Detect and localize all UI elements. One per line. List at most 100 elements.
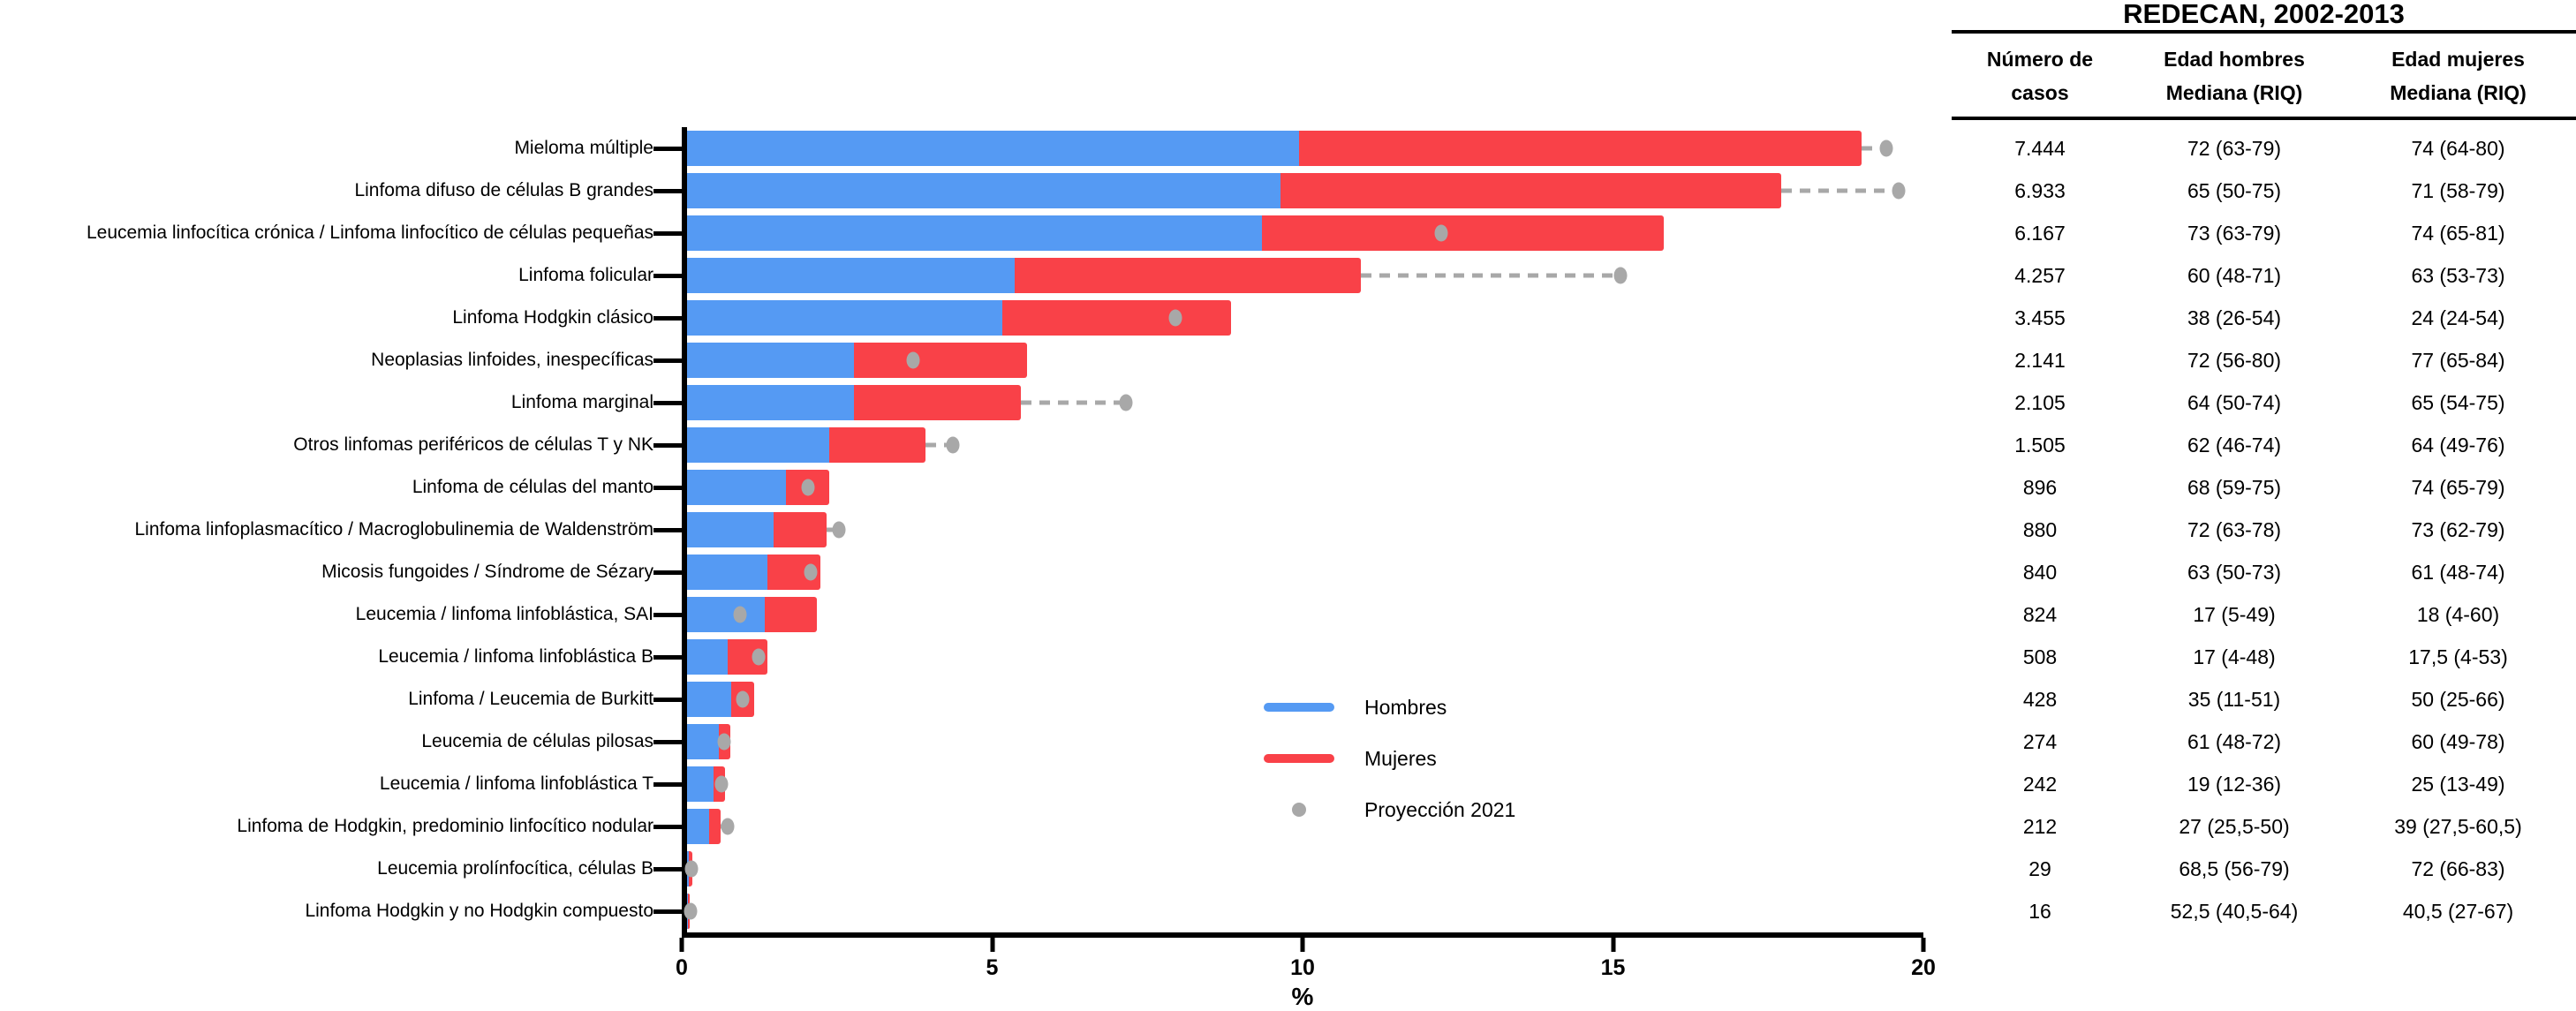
bar-hombres [687, 470, 786, 505]
bar-track [682, 593, 1923, 636]
cell-edad-hombres: 72 (56-80) [2187, 348, 2282, 372]
category-tick [653, 570, 682, 575]
category-tick [653, 527, 682, 532]
category-tick-wrap [653, 339, 682, 381]
bar-hombres [687, 131, 1299, 166]
cell-numero-casos: 508 [2022, 645, 2058, 668]
cell-edad-mujeres: 77 (65-84) [2411, 348, 2505, 372]
table-row: 428 35 (11-51) 50 (25-66) [1952, 678, 2576, 721]
cell-edad-mujeres: 60 (49-78) [2411, 729, 2505, 753]
bar-track [682, 678, 1923, 721]
bar-track [682, 424, 1923, 466]
cell-edad-mujeres: 73 (62-79) [2411, 517, 2505, 541]
x-axis-tick [1300, 938, 1305, 952]
category-tick [653, 230, 682, 236]
category-tick-wrap [653, 678, 682, 721]
projection-connector [1862, 146, 1886, 151]
column-header-line: casos [2011, 80, 2069, 104]
cell-edad-mujeres: 17,5 (4-53) [2408, 645, 2508, 668]
bar-track [682, 890, 1923, 932]
bar-mujeres [1015, 258, 1361, 293]
cell-edad-mujeres: 72 (66-83) [2411, 856, 2505, 880]
cell-edad-mujeres: 71 (58-79) [2411, 178, 2505, 202]
category-tick [653, 146, 682, 151]
category-label: Linfoma folicular [518, 265, 653, 285]
chart-row: Mieloma múltiple [0, 127, 1923, 170]
cell-edad-hombres: 68 (59-75) [2187, 475, 2282, 499]
category-tick [653, 358, 682, 363]
category-tick [653, 781, 682, 787]
category-tick-wrap [653, 551, 682, 593]
chart-rows: Mieloma múltiple Linfoma difuso de célula… [0, 127, 1923, 932]
column-header-line: Número de [1986, 47, 2094, 71]
cell-edad-hombres: 68,5 (56-79) [2179, 856, 2290, 880]
cell-edad-hombres: 52,5 (40,5-64) [2170, 899, 2299, 923]
cell-edad-hombres: 62 (46-74) [2187, 433, 2282, 456]
legend-dot-swatch [1292, 803, 1306, 817]
category-tick [653, 866, 682, 871]
x-axis: 0 5 10 15 20 % [676, 932, 1936, 1010]
bar-track [682, 509, 1923, 551]
cell-edad-mujeres: 74 (65-81) [2411, 221, 2505, 245]
bar-mujeres [1280, 173, 1781, 208]
bar-hombres [687, 173, 1280, 208]
category-tick [653, 315, 682, 321]
x-axis-tick-label: 10 [1290, 955, 1315, 980]
cell-edad-hombres: 72 (63-79) [2187, 136, 2282, 160]
cell-edad-mujeres: 40,5 (27-67) [2402, 899, 2514, 923]
cell-edad-hombres: 35 (11-51) [2187, 687, 2281, 711]
projection-dot [736, 690, 750, 708]
category-label: Leucemia / linfoma linfoblástica, SAI [355, 604, 653, 624]
category-tick [653, 739, 682, 744]
category-tick-wrap [653, 170, 682, 212]
category-label: Linfoma marginal [510, 392, 653, 412]
cell-numero-casos: 16 [2028, 899, 2051, 923]
cell-edad-hombres: 73 (63-79) [2187, 221, 2282, 245]
cell-edad-hombres: 27 (25,5-50) [2179, 814, 2290, 838]
column-header-edad-hombres: Edad hombres Mediana (RIQ) [2128, 34, 2340, 117]
category-tick-wrap [653, 212, 682, 254]
category-tick-wrap [653, 466, 682, 509]
bar-mujeres [774, 512, 827, 547]
table-row: 274 61 (48-72) 60 (49-78) [1952, 721, 2576, 763]
category-label: Linfoma Hodgkin clásico [452, 307, 653, 328]
category-tick-wrap [653, 381, 682, 424]
table-row: 2.141 72 (56-80) 77 (65-84) [1952, 339, 2576, 381]
table-row: 7.444 72 (63-79) 74 (64-80) [1952, 127, 2576, 170]
table-row: 2.105 64 (50-74) 65 (54-75) [1952, 381, 2576, 424]
category-tick [653, 824, 682, 829]
category-tick-wrap [653, 254, 682, 297]
bar-hombres [687, 215, 1262, 251]
x-axis-tick-label: 20 [1911, 955, 1936, 980]
cell-edad-mujeres: 61 (48-74) [2411, 560, 2505, 584]
projection-connector [925, 442, 953, 448]
chart-row: Linfoma linfoplasmacítico / Macroglobuli… [0, 509, 1923, 551]
x-axis-tick [1921, 938, 1926, 952]
category-tick-wrap [653, 636, 682, 678]
cell-edad-mujeres: 39 (27,5-60,5) [2394, 814, 2522, 838]
column-header-line: Edad mujeres [2391, 47, 2525, 71]
projection-dot [717, 733, 731, 751]
cell-numero-casos: 896 [2022, 475, 2058, 499]
table-row: 3.455 38 (26-54) 24 (24-54) [1952, 297, 2576, 339]
bar-track [682, 636, 1923, 678]
chart-row: Linfoma Hodgkin y no Hodgkin compuesto [0, 890, 1923, 932]
cell-numero-casos: 824 [2022, 602, 2058, 626]
column-header-line: Edad hombres [2164, 47, 2305, 71]
bar-hombres [687, 597, 765, 632]
bar-track [682, 297, 1923, 339]
category-tick-wrap [653, 890, 682, 932]
category-label: Otros linfomas periféricos de células T … [293, 434, 653, 455]
table-row: 508 17 (4-48) 17,5 (4-53) [1952, 636, 2576, 678]
cell-edad-hombres: 63 (50-73) [2187, 560, 2282, 584]
category-label: Leucemia / linfoma linfoblástica B [378, 646, 653, 667]
chart-row: Linfoma folicular [0, 254, 1923, 297]
bar-hombres [687, 809, 710, 844]
column-header-casos: Número de casos [1952, 34, 2128, 117]
chart-row: Linfoma marginal [0, 381, 1923, 424]
bar-hombres [687, 512, 774, 547]
cell-edad-mujeres: 24 (24-54) [2411, 306, 2505, 329]
bar-hombres [687, 682, 732, 717]
category-tick-wrap [653, 424, 682, 466]
